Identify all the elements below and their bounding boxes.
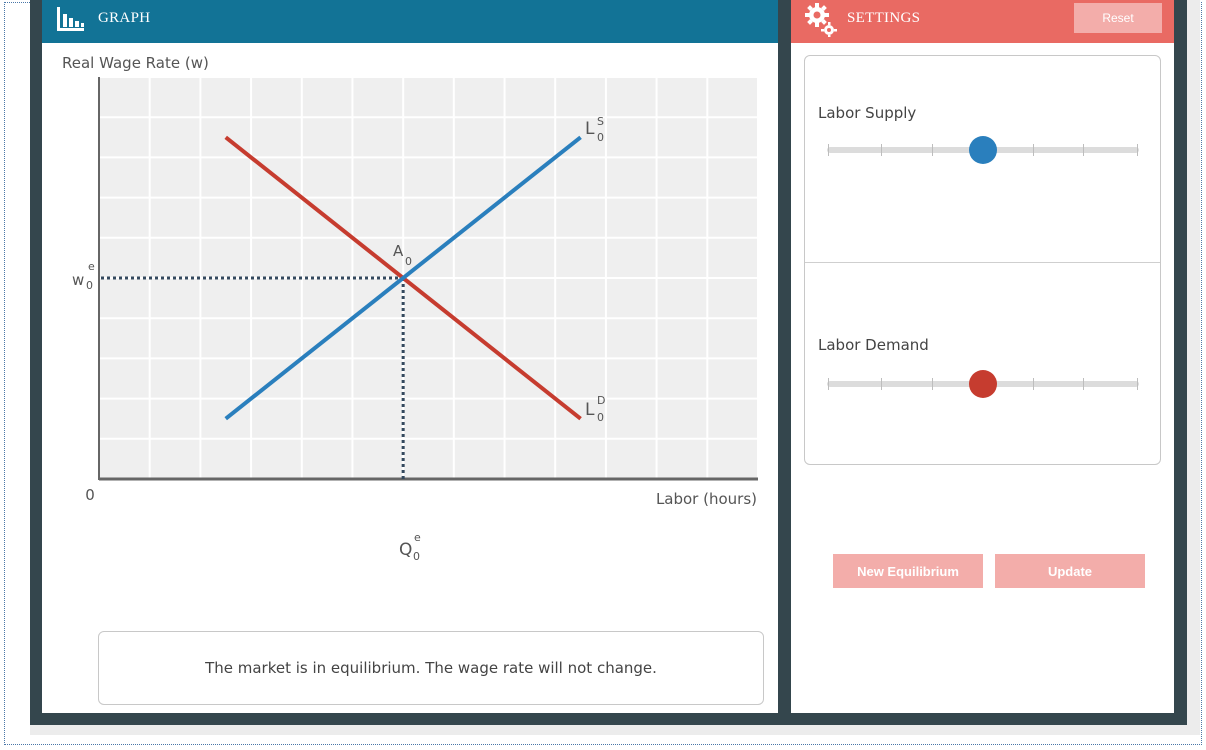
labor-market-chart: Real Wage Rate (w) Labor (hours) 0 w e 0… [62, 54, 759, 563]
slider-tick [1137, 378, 1138, 390]
equilibrium-point-label: A 0 [393, 242, 412, 268]
labor-supply-slider-knob[interactable] [969, 136, 997, 164]
labor-demand-label: Labor Demand [818, 336, 929, 354]
settings-panel: SETTINGS Reset Labor Supply Labor Demand [791, 0, 1174, 713]
gears-icon [805, 3, 837, 37]
labor-supply-label: Labor Supply [818, 104, 917, 122]
svg-text:A: A [393, 242, 404, 260]
svg-text:L: L [585, 400, 595, 420]
slider-tick [932, 378, 933, 390]
side-band [1187, 0, 1200, 735]
svg-text:D: D [597, 394, 605, 407]
slider-tick [932, 144, 933, 156]
svg-text:L: L [585, 119, 595, 139]
new-equilibrium-button[interactable]: New Equilibrium [833, 554, 983, 588]
status-message: The market is in equilibrium. The wage r… [205, 659, 657, 677]
svg-text:S: S [597, 115, 604, 128]
demand-curve-label: L D 0 [585, 394, 605, 424]
svg-text:w: w [72, 271, 84, 289]
svg-text:0: 0 [597, 131, 604, 144]
chart-grid [98, 76, 759, 480]
graph-title: GRAPH [98, 10, 151, 26]
slider-tick [881, 144, 882, 156]
quantity-tick-label: Q e 0 [399, 531, 421, 563]
svg-text:e: e [88, 260, 95, 273]
svg-text:0: 0 [86, 279, 93, 292]
slider-tick [1033, 144, 1034, 156]
graph-panel: GRAPH Real Wage Rate (w) Labor (hours) 0… [42, 0, 778, 713]
labor-supply-curve [224, 135, 582, 421]
reset-button[interactable]: Reset [1074, 3, 1162, 33]
update-button[interactable]: Update [995, 554, 1145, 588]
status-message-box: The market is in equilibrium. The wage r… [98, 631, 764, 705]
svg-text:0: 0 [405, 255, 412, 268]
slider-tick [1137, 144, 1138, 156]
sliders-divider [805, 262, 1160, 263]
svg-text:e: e [414, 531, 421, 544]
svg-text:0: 0 [597, 411, 604, 424]
origin-label: 0 [85, 486, 95, 504]
slider-tick [1033, 378, 1034, 390]
labor-demand-slider[interactable] [827, 370, 1139, 398]
y-axis-label: Real Wage Rate (w) [62, 54, 209, 72]
supply-curve-label: L S 0 [585, 115, 604, 144]
bottom-band [30, 725, 1200, 735]
slider-tick [828, 378, 829, 390]
slider-tick [1083, 144, 1084, 156]
slider-tick [828, 144, 829, 156]
wage-tick-label: w e 0 [72, 260, 95, 292]
labor-supply-slider[interactable] [827, 136, 1139, 164]
svg-text:0: 0 [413, 550, 420, 563]
slider-tick [1083, 378, 1084, 390]
bar-chart-icon [57, 7, 84, 31]
labor-demand-slider-knob[interactable] [969, 370, 997, 398]
settings-title: SETTINGS [847, 10, 921, 26]
slider-tick [881, 378, 882, 390]
x-axis-label: Labor (hours) [656, 490, 757, 508]
svg-text:Q: Q [399, 540, 412, 560]
graph-header: GRAPH [42, 0, 778, 43]
settings-header: SETTINGS Reset [791, 0, 1174, 43]
sliders-box: Labor Supply Labor Demand [804, 55, 1161, 465]
